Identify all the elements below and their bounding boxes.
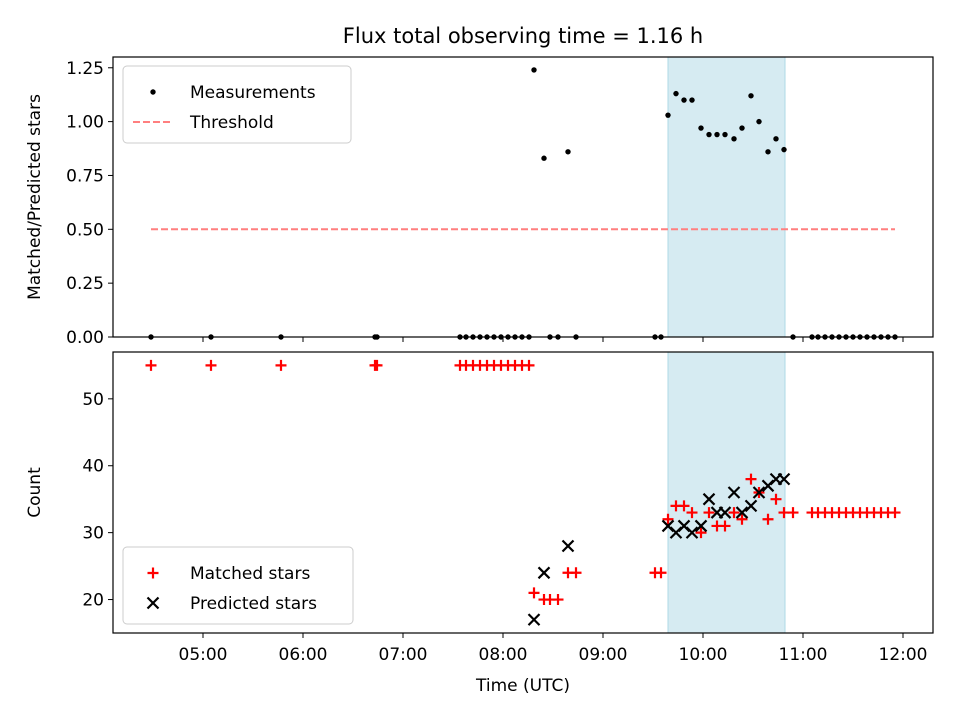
x-tick-label: 09:00 bbox=[579, 645, 628, 665]
legend-label: Threshold bbox=[189, 113, 274, 133]
data-point bbox=[702, 492, 716, 506]
data-point bbox=[752, 486, 766, 499]
y-tick-label: 0.25 bbox=[66, 274, 104, 294]
y-tick-label: 0.50 bbox=[66, 220, 104, 240]
data-point bbox=[537, 566, 551, 580]
data-point bbox=[205, 359, 217, 371]
x-tick-label: 07:00 bbox=[379, 645, 428, 665]
y-tick-label: 50 bbox=[82, 390, 104, 410]
ratio-panel: 0.00 0.25 0.50 0.75 1.00 1.25 Matched/Predicte… bbox=[25, 56, 934, 348]
data-point bbox=[695, 527, 707, 539]
data-point bbox=[686, 507, 698, 519]
data-point bbox=[561, 539, 575, 553]
chart-title: Flux total observing time = 1.16 h bbox=[343, 24, 703, 48]
y-axis-label: Count bbox=[25, 467, 45, 518]
data-point bbox=[570, 567, 582, 579]
data-point bbox=[735, 506, 749, 519]
x-tick-label: 08:00 bbox=[479, 645, 528, 665]
data-point bbox=[698, 125, 704, 131]
x-tick-label: 12:00 bbox=[879, 645, 928, 665]
data-point bbox=[756, 118, 762, 125]
legend: Measurements Threshold bbox=[122, 65, 352, 144]
y-tick-label: 0.00 bbox=[66, 328, 104, 348]
data-point bbox=[689, 97, 695, 103]
data-point bbox=[787, 507, 799, 519]
x-tick-label: 11:00 bbox=[779, 645, 828, 665]
axes-frame bbox=[112, 56, 934, 338]
data-point bbox=[744, 499, 758, 513]
data-point bbox=[528, 587, 540, 599]
data-point bbox=[665, 112, 671, 118]
counts-panel: 20 30 40 50 05:00 06:00 07:00 08:00 09:00 10:00 11… bbox=[25, 351, 934, 665]
data-point bbox=[541, 155, 547, 161]
legend-label: Measurements bbox=[190, 83, 316, 103]
data-point bbox=[736, 513, 748, 525]
data-point bbox=[145, 359, 157, 371]
data-point bbox=[770, 493, 782, 505]
y-tick-label: 0.75 bbox=[66, 166, 104, 186]
data-point bbox=[552, 594, 564, 606]
data-point bbox=[722, 131, 728, 138]
y-tick-label: 1.00 bbox=[66, 113, 104, 133]
data-point bbox=[727, 486, 741, 499]
data-point bbox=[731, 136, 737, 142]
data-point bbox=[275, 359, 287, 371]
series-matched-stars bbox=[145, 359, 901, 606]
axes-frame bbox=[112, 351, 934, 634]
data-point bbox=[655, 567, 667, 579]
data-point bbox=[765, 149, 771, 155]
y-axis-label: Matched/Predicted stars bbox=[25, 94, 45, 300]
legend-label: Matched stars bbox=[190, 564, 310, 584]
legend-marker bbox=[150, 89, 156, 95]
data-point bbox=[565, 149, 571, 155]
y-tick-label: 40 bbox=[82, 457, 104, 477]
highlight-span bbox=[667, 351, 786, 634]
y-tick-label: 20 bbox=[82, 591, 104, 611]
data-point bbox=[714, 131, 720, 138]
x-tick-label: 05:00 bbox=[179, 645, 228, 665]
data-point bbox=[371, 359, 383, 371]
data-point bbox=[777, 472, 791, 486]
data-point bbox=[678, 500, 690, 512]
data-point bbox=[719, 520, 731, 532]
legend-marker bbox=[146, 596, 160, 610]
data-point bbox=[748, 93, 754, 99]
legend: Matched stars Predicted stars bbox=[122, 546, 354, 625]
data-point bbox=[523, 359, 535, 371]
x-tick-label: 06:00 bbox=[279, 645, 328, 665]
data-point bbox=[527, 613, 541, 626]
data-point bbox=[706, 131, 712, 138]
legend-label: Predicted stars bbox=[190, 594, 317, 614]
data-point bbox=[681, 97, 687, 103]
x-tick-label: 10:00 bbox=[679, 645, 728, 665]
series-predicted-stars bbox=[527, 472, 791, 626]
data-point bbox=[745, 473, 757, 485]
data-point bbox=[718, 506, 732, 519]
data-point bbox=[739, 125, 745, 131]
data-point bbox=[889, 507, 901, 519]
legend-box bbox=[122, 546, 354, 625]
data-point bbox=[673, 90, 679, 97]
data-point bbox=[662, 513, 674, 525]
legend-marker bbox=[147, 567, 159, 579]
x-axis-label: Time (UTC) bbox=[475, 676, 570, 696]
y-tick-label: 1.25 bbox=[66, 59, 104, 79]
y-tick-label: 30 bbox=[82, 524, 104, 544]
data-point bbox=[531, 67, 537, 73]
data-point bbox=[685, 526, 699, 539]
data-point bbox=[762, 513, 774, 525]
data-point bbox=[728, 507, 740, 519]
highlight-span bbox=[667, 56, 786, 338]
data-point bbox=[703, 507, 715, 519]
data-point bbox=[694, 519, 708, 533]
data-point bbox=[773, 136, 779, 142]
data-point bbox=[781, 146, 787, 153]
legend-box bbox=[122, 65, 352, 144]
